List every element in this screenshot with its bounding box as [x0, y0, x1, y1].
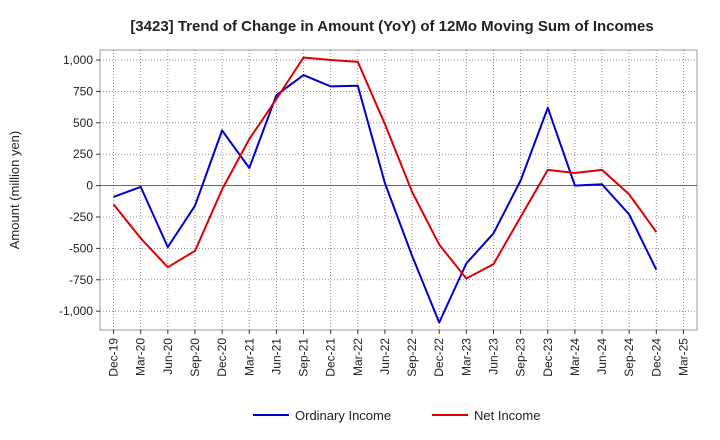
x-tick-label: Mar-25: [676, 338, 690, 376]
y-tick-label: 750: [73, 84, 93, 98]
x-tick-label: Sep-20: [188, 338, 202, 377]
x-tick-label: Dec-20: [215, 338, 229, 377]
x-axis-ticks: Dec-19 Mar-20 Jun-20 Sep-20 Dec-20 Mar-21 Jun-…: [107, 330, 690, 377]
y-tick-label: 1,000: [63, 53, 93, 67]
chart-title: [3423] Trend of Change in Amount (YoY) o…: [130, 18, 653, 35]
x-tick-label: Sep-21: [297, 338, 311, 377]
grid-lines: [100, 50, 697, 330]
y-tick-label: -1,000: [59, 304, 93, 318]
y-tick-label: -250: [69, 210, 93, 224]
y-tick-label: 500: [73, 116, 93, 130]
x-tick-label: Jun-23: [486, 338, 500, 375]
x-tick-label: Dec-23: [541, 338, 555, 377]
x-tick-label: Dec-19: [107, 338, 121, 377]
legend-label: Net Income: [474, 408, 540, 423]
x-tick-label: Dec-24: [649, 338, 663, 377]
x-tick-label: Jun-20: [161, 338, 175, 375]
x-tick-label: Sep-22: [405, 338, 419, 377]
x-tick-label: Jun-24: [595, 338, 609, 375]
y-axis-label: Amount (million yen): [7, 131, 22, 250]
series-line-ordinary-income: [113, 74, 658, 324]
x-tick-label: Mar-24: [568, 338, 582, 376]
y-tick-label: -750: [69, 273, 93, 287]
x-tick-label: Sep-24: [622, 338, 636, 377]
y-tick-label: -500: [69, 241, 93, 255]
x-tick-label: Mar-22: [351, 338, 365, 376]
x-tick-label: Jun-22: [378, 338, 392, 375]
x-tick-label: Sep-23: [514, 338, 528, 377]
x-tick-label: Mar-21: [242, 338, 256, 376]
x-tick-label: Dec-22: [432, 338, 446, 377]
legend-label: Ordinary Income: [295, 408, 391, 423]
x-tick-label: Mar-20: [134, 338, 148, 376]
legend: Ordinary Income Net Income: [253, 408, 540, 423]
y-tick-label: 250: [73, 147, 93, 161]
x-tick-label: Dec-21: [324, 338, 338, 377]
series-line-net-income: [112, 56, 658, 280]
x-tick-label: Mar-23: [459, 338, 473, 376]
series-lines: [112, 56, 658, 324]
plot-area: [99, 49, 698, 331]
y-tick-label: 0: [86, 179, 93, 193]
y-axis-ticks: 1,000 750 500 250 0 -250 -500 -750 -1,000: [59, 53, 100, 318]
x-tick-label: Jun-21: [269, 338, 283, 375]
